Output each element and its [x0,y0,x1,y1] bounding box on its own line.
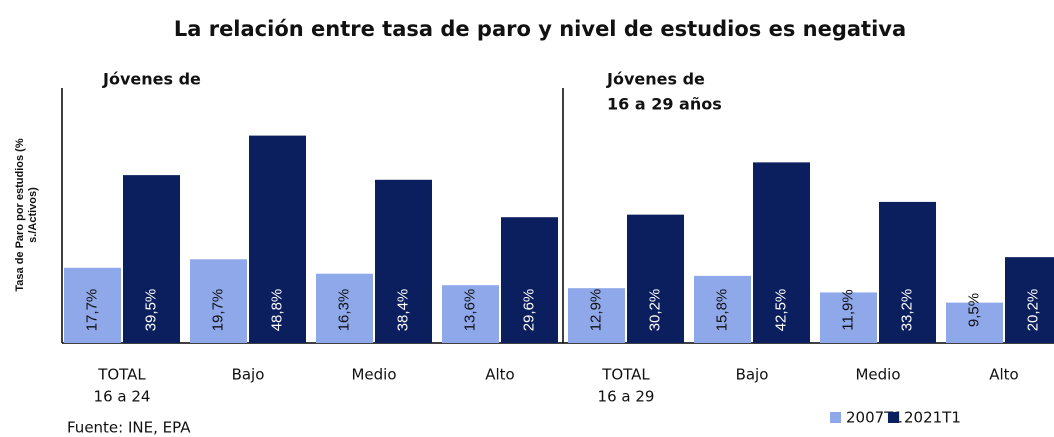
value-label: 33,2% [898,289,915,332]
value-label: 13,6% [461,289,478,332]
x-tick-label: Medio [351,366,396,384]
legend-label: 2021T1 [904,409,961,427]
x-tick-label: Alto [989,366,1019,384]
x-tick-label: 16 a 24 [94,388,151,406]
value-label: 9,5% [965,293,982,327]
y-axis-label: Tasa de Paro por estudios (% [14,138,26,291]
value-label: 48,8% [268,289,285,332]
x-tick-label: TOTAL [601,366,650,384]
panel-title: Jóvenes de [102,70,201,89]
value-label: 39,5% [142,289,159,332]
bar [1005,257,1054,343]
bar [249,135,306,343]
bar [694,275,751,343]
x-tick-label: Bajo [232,366,265,384]
value-label: 30,2% [646,289,663,332]
chart-title: La relación entre tasa de paro y nivel d… [174,17,906,41]
x-tick-label: Bajo [736,366,769,384]
bar [753,162,810,343]
legend-swatch [830,412,841,423]
value-label: 42,5% [772,289,789,332]
value-label: 11,9% [839,289,856,330]
source: Fuente: INE, EPA [67,419,191,437]
legend-swatch [888,412,899,423]
x-tick-label: Medio [855,366,900,384]
bar [442,285,499,343]
x-tick-label: TOTAL [97,366,146,384]
bar [879,201,936,343]
bar [501,217,558,343]
bar [568,288,625,343]
bar [64,267,121,343]
panel-title: 16 a 29 años [607,95,722,114]
value-label: 20,2% [1024,289,1041,332]
bar [375,179,432,343]
bar [820,292,877,343]
bar [946,302,1003,343]
bar [190,259,247,343]
panel-title: Jóvenes de [606,70,705,89]
value-label: 15,8% [713,289,730,332]
value-label: 29,6% [520,289,537,332]
value-label: 38,4% [394,289,411,332]
bar [316,273,373,343]
value-label: 16,3% [335,289,352,332]
value-label: 17,7% [83,289,100,332]
y-axis-label: s./Activos) [27,187,39,243]
x-tick-label: 16 a 29 [598,388,655,406]
x-tick-label: Alto [485,366,515,384]
value-label: 12,9% [587,289,604,332]
bar [123,175,180,343]
bar [627,214,684,343]
value-label: 19,7% [209,289,226,332]
